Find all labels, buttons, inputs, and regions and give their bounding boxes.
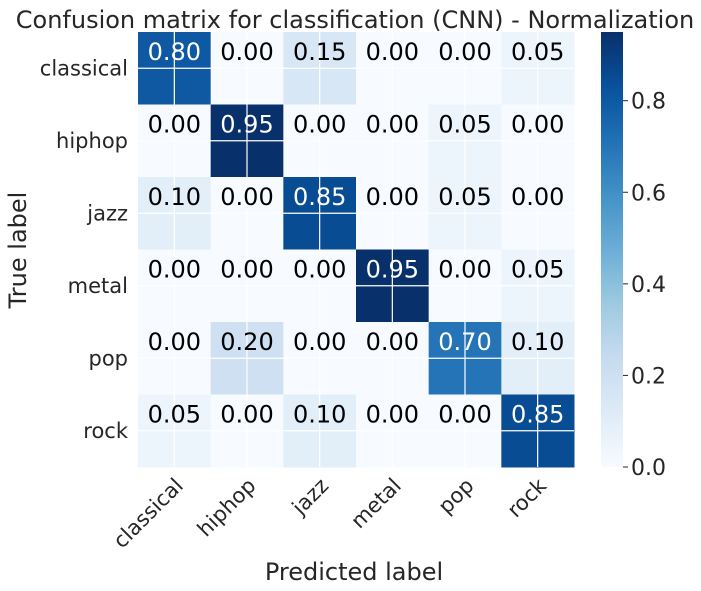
cell-value-label: 0.80 bbox=[148, 38, 201, 66]
x-tick-label: classical bbox=[109, 474, 188, 553]
colorbar bbox=[601, 32, 623, 467]
cell-value-label: 0.00 bbox=[438, 256, 491, 284]
y-tick-labels: classical hiphop jazz metal pop rock bbox=[40, 56, 129, 443]
cell-value-label: 0.05 bbox=[148, 401, 201, 429]
colorbar-tick-label: 0.8 bbox=[631, 90, 666, 115]
heatmap-cells bbox=[138, 32, 575, 468]
y-tick-label: pop bbox=[88, 346, 128, 370]
y-axis-label: True label bbox=[4, 192, 32, 310]
x-tick-label: pop bbox=[434, 474, 479, 519]
cell-value-label: 0.00 bbox=[220, 401, 273, 429]
cell-value-label: 0.70 bbox=[438, 328, 491, 356]
cell-value-label: 0.00 bbox=[366, 401, 419, 429]
colorbar-tick-label: 0.4 bbox=[631, 273, 666, 298]
cell-value-label: 0.10 bbox=[511, 328, 564, 356]
cell-value-label: 0.00 bbox=[293, 256, 346, 284]
x-tick-labels: classical hiphop jazz metal pop rock bbox=[109, 473, 552, 553]
colorbar-tick-label: 0.2 bbox=[631, 364, 666, 389]
x-tick-label: hiphop bbox=[193, 474, 261, 542]
cell-value-label: 0.85 bbox=[511, 401, 564, 429]
x-tick-label: jazz bbox=[287, 474, 333, 520]
x-tick-label: metal bbox=[346, 474, 406, 534]
cell-value-label: 0.00 bbox=[293, 111, 346, 139]
cell-value-label: 0.95 bbox=[220, 111, 273, 139]
cell-value-label: 0.00 bbox=[220, 38, 273, 66]
cell-value-label: 0.00 bbox=[366, 328, 419, 356]
cell-value-label: 0.85 bbox=[293, 183, 346, 211]
cell-value-label: 0.00 bbox=[148, 111, 201, 139]
colorbar-ticks: 0.0 0.2 0.4 0.6 0.8 bbox=[623, 90, 666, 481]
cell-value-label: 0.00 bbox=[438, 38, 491, 66]
cell-value-label: 0.00 bbox=[511, 183, 564, 211]
cell-value-label: 0.95 bbox=[366, 256, 419, 284]
cell-value-label: 0.00 bbox=[220, 183, 273, 211]
cell-value-label: 0.05 bbox=[438, 183, 491, 211]
cell-value-label: 0.05 bbox=[511, 38, 564, 66]
y-tick-label: metal bbox=[68, 274, 128, 298]
heatmap-gridlines bbox=[138, 32, 574, 467]
chart-title: Confusion matrix for classification (CNN… bbox=[16, 6, 694, 34]
cell-value-label: 0.00 bbox=[293, 328, 346, 356]
cell-value-label: 0.05 bbox=[438, 111, 491, 139]
cell-value-label: 0.00 bbox=[366, 111, 419, 139]
colorbar-tick-label: 0.6 bbox=[631, 181, 666, 206]
cell-value-label: 0.20 bbox=[220, 328, 273, 356]
cell-value-label: 0.00 bbox=[438, 401, 491, 429]
cell-value-label: 0.00 bbox=[148, 328, 201, 356]
cell-value-label: 0.10 bbox=[293, 401, 346, 429]
heatmap-cell-labels: 0.80 0.00 0.15 0.00 0.00 0.05 0.00 0.95 0.00 0.00… bbox=[148, 38, 565, 429]
y-tick-label: rock bbox=[83, 419, 129, 443]
cell-value-label: 0.10 bbox=[148, 183, 201, 211]
cell-value-label: 0.15 bbox=[293, 38, 346, 66]
cell-value-label: 0.00 bbox=[511, 111, 564, 139]
cell-value-label: 0.05 bbox=[511, 256, 564, 284]
x-tick-label: rock bbox=[503, 473, 552, 522]
cell-value-label: 0.00 bbox=[366, 38, 419, 66]
y-tick-label: classical bbox=[40, 56, 128, 80]
x-axis-label: Predicted label bbox=[265, 558, 443, 586]
cell-value-label: 0.00 bbox=[220, 256, 273, 284]
cell-value-label: 0.00 bbox=[148, 256, 201, 284]
y-tick-label: jazz bbox=[86, 201, 128, 225]
colorbar-tick-label: 0.0 bbox=[631, 456, 666, 481]
cell-value-label: 0.00 bbox=[366, 183, 419, 211]
y-tick-label: hiphop bbox=[56, 129, 128, 153]
